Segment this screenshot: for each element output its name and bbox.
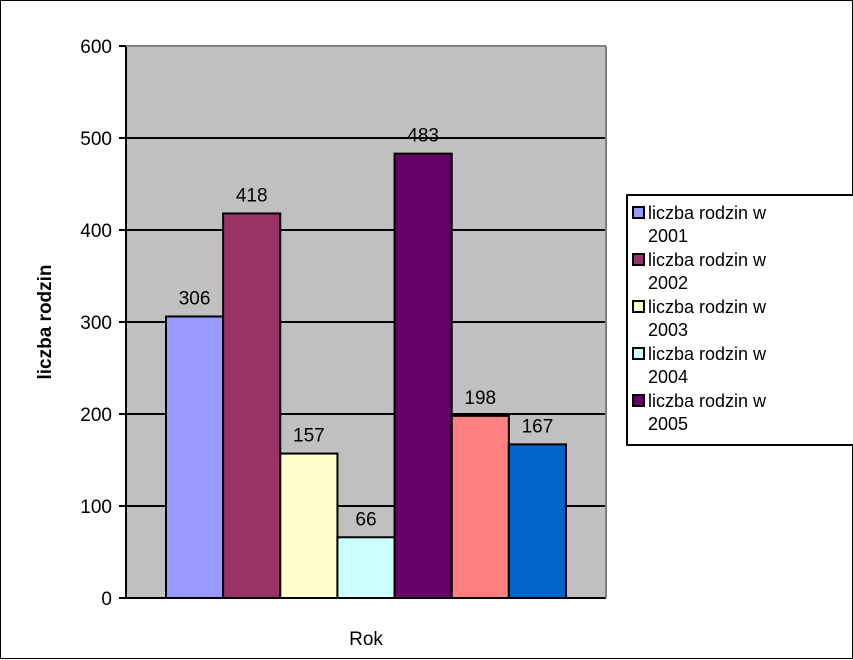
legend-box	[626, 194, 853, 446]
legend-label: 2005	[648, 414, 688, 434]
legend-label: 2002	[648, 273, 688, 293]
data-label: 157	[293, 426, 325, 447]
legend-swatch	[632, 394, 645, 407]
data-label: 418	[236, 185, 268, 206]
data-labels: 306 418 157 66 483 198 167	[179, 126, 554, 531]
y-tick-label: 300	[80, 313, 112, 334]
bars	[165, 152, 568, 600]
bar	[336, 536, 396, 600]
y-tick-label: 200	[80, 405, 112, 426]
legend-label: liczba rodzin w	[648, 250, 767, 270]
legend-label: 2001	[648, 226, 688, 246]
bar	[507, 443, 568, 599]
data-label: 167	[522, 416, 554, 437]
y-tick-label: 100	[80, 497, 112, 518]
legend-swatch	[632, 253, 645, 266]
bar	[279, 452, 339, 599]
legend-label: liczba rodzin w	[648, 344, 767, 364]
legend-label: liczba rodzin w	[648, 297, 767, 317]
y-tick-label: 600	[80, 37, 112, 58]
data-label: 483	[407, 126, 439, 147]
y-tick-label: 400	[80, 221, 112, 242]
y-axis-title: liczba rodzin	[35, 264, 56, 379]
legend-label: 2004	[648, 367, 688, 387]
legend-label: 2003	[648, 320, 688, 340]
y-ticks: 0 100 200 300 400 500 600	[80, 37, 126, 610]
x-axis-title: Rok	[349, 629, 383, 650]
data-label: 306	[179, 288, 211, 309]
bar	[450, 414, 510, 599]
data-label: 198	[464, 388, 496, 409]
bar	[222, 212, 282, 599]
bar	[165, 315, 225, 599]
y-tick-label: 500	[80, 129, 112, 150]
legend-swatch	[632, 300, 645, 313]
legend-label: liczba rodzin w	[648, 391, 767, 411]
y-tick-label: 0	[101, 589, 112, 610]
bar	[393, 152, 453, 599]
legend-swatch	[632, 206, 645, 219]
legend-swatch	[632, 347, 645, 360]
legend: liczba rodzin w 2001 liczba rodzin w 2002 li…	[626, 194, 853, 446]
data-label: 66	[355, 509, 376, 530]
legend-label: liczba rodzin w	[648, 203, 767, 223]
